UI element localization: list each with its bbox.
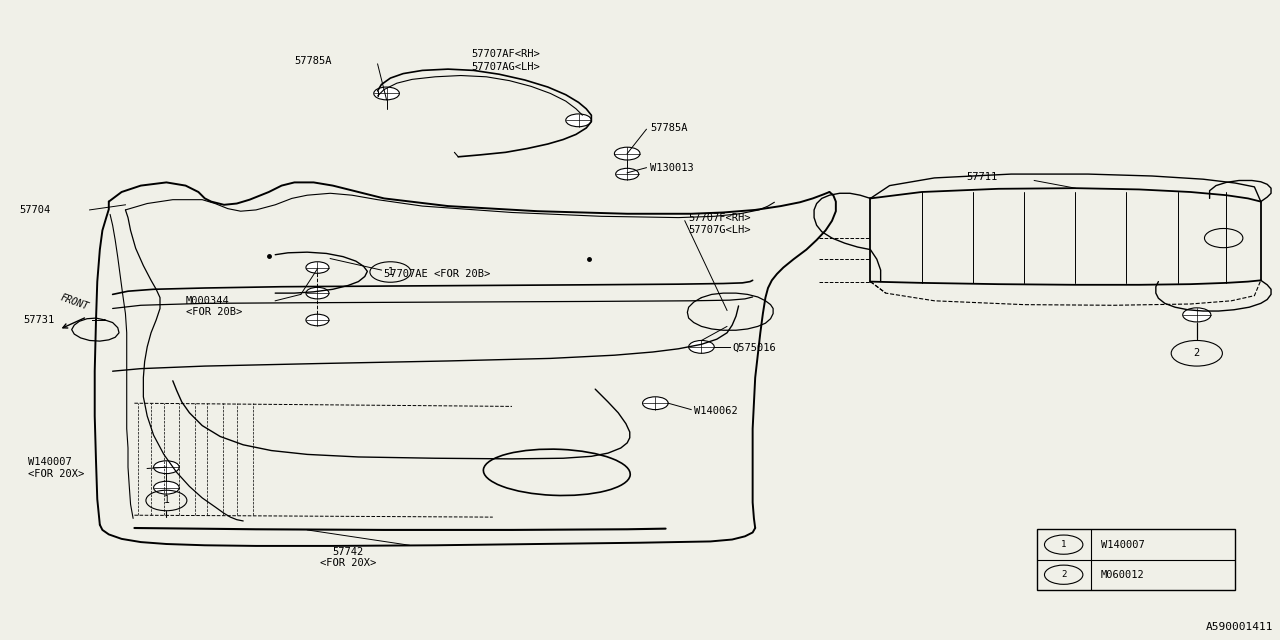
- Text: 57742: 57742: [333, 547, 364, 557]
- Circle shape: [643, 397, 668, 410]
- Text: 57785A: 57785A: [294, 56, 332, 66]
- Text: 1: 1: [1061, 540, 1066, 549]
- Circle shape: [614, 147, 640, 160]
- Text: 57707AF<RH>: 57707AF<RH>: [471, 49, 540, 60]
- Text: 57707G<LH>: 57707G<LH>: [689, 225, 751, 236]
- Text: <FOR 20B>: <FOR 20B>: [186, 307, 242, 317]
- Text: 57731: 57731: [23, 315, 54, 325]
- Text: FRONT: FRONT: [59, 293, 90, 312]
- Text: W130013: W130013: [650, 163, 694, 173]
- Circle shape: [1183, 308, 1211, 322]
- Text: W140062: W140062: [694, 406, 737, 416]
- Text: W140007: W140007: [1101, 540, 1144, 550]
- Circle shape: [306, 262, 329, 273]
- Circle shape: [689, 340, 714, 353]
- Circle shape: [566, 114, 591, 127]
- Text: 1: 1: [164, 495, 169, 506]
- Circle shape: [306, 314, 329, 326]
- Text: 57711: 57711: [966, 172, 997, 182]
- Text: M060012: M060012: [1101, 570, 1144, 580]
- Circle shape: [306, 287, 329, 299]
- Text: Q575016: Q575016: [732, 343, 776, 353]
- Text: W140007: W140007: [28, 457, 72, 467]
- Circle shape: [616, 168, 639, 180]
- Text: 57707F<RH>: 57707F<RH>: [689, 212, 751, 223]
- Text: A590001411: A590001411: [1206, 622, 1274, 632]
- Text: <FOR 20X>: <FOR 20X>: [320, 558, 376, 568]
- Text: 2: 2: [1061, 570, 1066, 579]
- Text: 57707AG<LH>: 57707AG<LH>: [471, 62, 540, 72]
- Bar: [1037, 529, 1235, 590]
- Text: <FOR 20X>: <FOR 20X>: [28, 468, 84, 479]
- Circle shape: [374, 87, 399, 100]
- Text: 57785A: 57785A: [650, 123, 687, 133]
- Text: M000344: M000344: [186, 296, 229, 306]
- Circle shape: [154, 481, 179, 494]
- Text: 2: 2: [1194, 348, 1199, 358]
- Text: 57704: 57704: [19, 205, 50, 215]
- Text: 57707AE <FOR 20B>: 57707AE <FOR 20B>: [384, 269, 490, 279]
- Text: 1: 1: [388, 267, 393, 277]
- Circle shape: [154, 461, 179, 474]
